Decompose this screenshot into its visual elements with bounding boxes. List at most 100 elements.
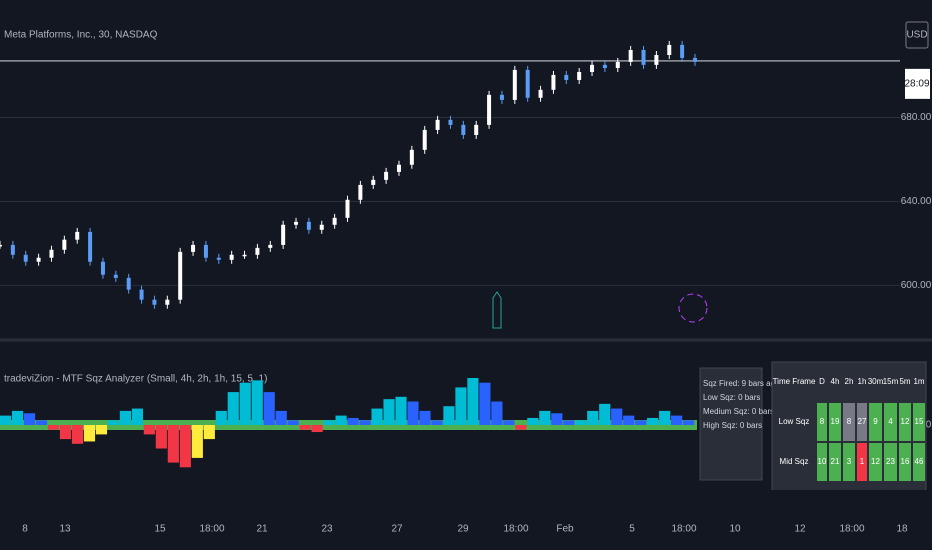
momentum-bar: [143, 425, 155, 435]
x-tick-label: 18: [896, 524, 908, 535]
momentum-bar: [659, 410, 671, 425]
table-cell: [829, 443, 841, 481]
candle: [100, 261, 105, 275]
momentum-bar: [467, 378, 479, 425]
x-tick-label: Feb: [556, 524, 574, 535]
momentum-bar: [443, 406, 455, 425]
x-tick-label: 18:00: [671, 524, 696, 535]
momentum-bar: [263, 392, 275, 425]
momentum-bar: [623, 415, 635, 425]
table-cell-text: 23: [886, 457, 895, 466]
momentum-bar: [275, 410, 287, 425]
table-cell-text: Mid Sqz: [780, 457, 809, 466]
momentum-bar: [527, 417, 539, 425]
currency-button[interactable]: [905, 21, 929, 49]
momentum-bar: [215, 410, 227, 425]
candle: [49, 249, 54, 258]
table-cell-text: 46: [915, 457, 924, 466]
table-cell: [843, 443, 855, 481]
table-cell: [884, 403, 897, 441]
momentum-bar: [491, 401, 503, 425]
indicator-title: tradeviZion - MTF Sqz Analyzer (Small, 4…: [4, 374, 267, 385]
table-cell: [857, 403, 867, 441]
momentum-bar: [647, 417, 659, 425]
table-cell: [817, 403, 827, 441]
candle: [512, 69, 517, 100]
candle: [62, 239, 67, 250]
x-tick-label: 18:00: [199, 524, 224, 535]
candle: [203, 244, 208, 258]
candle: [590, 64, 595, 72]
candle: [628, 49, 633, 62]
candle: [564, 74, 569, 80]
table-cell-text: 12: [871, 457, 880, 466]
momentum-bar: [119, 410, 132, 425]
candle: [306, 221, 311, 230]
x-tick-label: 23: [321, 524, 333, 535]
symbol-title: Meta Platforms, Inc., 30, NASDAQ: [4, 30, 158, 41]
table-header: 4h: [831, 377, 840, 386]
table-cell-text: 16: [901, 457, 910, 466]
momentum-bar: [167, 425, 179, 463]
table-cell-text: 8: [847, 417, 852, 426]
table-header: 1h: [858, 377, 867, 386]
table-cell: [843, 403, 855, 441]
momentum-bar: [287, 420, 299, 425]
time-axis-bg: [0, 490, 932, 550]
momentum-bar: [503, 420, 515, 425]
candle: [371, 179, 376, 185]
candle: [680, 44, 685, 58]
currency: USD: [906, 30, 927, 41]
candle: [165, 299, 170, 305]
candle: [36, 257, 41, 262]
momentum-bar: [395, 396, 407, 425]
candle: [0, 244, 2, 247]
momentum-bar: [47, 425, 60, 430]
candle: [577, 71, 582, 80]
candle: [654, 54, 659, 65]
candle: [422, 129, 427, 150]
candle: [499, 94, 504, 100]
momentum-bar: [407, 401, 419, 425]
momentum-bar: [191, 425, 203, 458]
momentum-bar: [635, 420, 647, 425]
table-header: 1m: [913, 377, 924, 386]
candle: [409, 149, 414, 165]
candle: [448, 119, 453, 125]
candle: [139, 289, 144, 300]
candle: [487, 94, 492, 125]
momentum-bar: [227, 392, 239, 425]
candle: [345, 199, 350, 218]
table-cell-text: 4: [888, 417, 893, 426]
table-cell: [913, 443, 925, 481]
info-line: Medium Sqz: 0 bars: [703, 407, 774, 416]
candle: [461, 124, 466, 135]
candle: [384, 171, 389, 180]
momentum-bar: [179, 425, 191, 468]
momentum-bar: [71, 425, 84, 444]
momentum-bar: [347, 417, 359, 425]
candle: [113, 274, 118, 278]
table-cell: [913, 403, 925, 441]
momentum-bar: [359, 420, 371, 425]
momentum-bar: [431, 420, 443, 425]
table-cell-text: 27: [858, 417, 867, 426]
candle: [551, 74, 556, 90]
candle: [152, 299, 157, 305]
momentum-bar: [575, 420, 587, 425]
y-tick-label: 640.00: [901, 196, 932, 207]
momentum-bar: [251, 380, 263, 425]
table-cell-text: 15: [915, 417, 924, 426]
momentum-bar: [203, 425, 215, 440]
table-header: 2h: [845, 377, 854, 386]
momentum-bar: [0, 415, 12, 425]
x-tick-label: 8: [22, 524, 28, 535]
momentum-bar: [539, 410, 551, 425]
table-cell-text: Low Sqz: [779, 417, 810, 426]
x-tick-label: 18:00: [503, 524, 528, 535]
table-cell-text: 8: [820, 417, 825, 426]
candle: [255, 247, 260, 255]
info-line: Sqz Fired: 9 bars ago: [703, 379, 780, 388]
x-tick-label: 29: [457, 524, 469, 535]
